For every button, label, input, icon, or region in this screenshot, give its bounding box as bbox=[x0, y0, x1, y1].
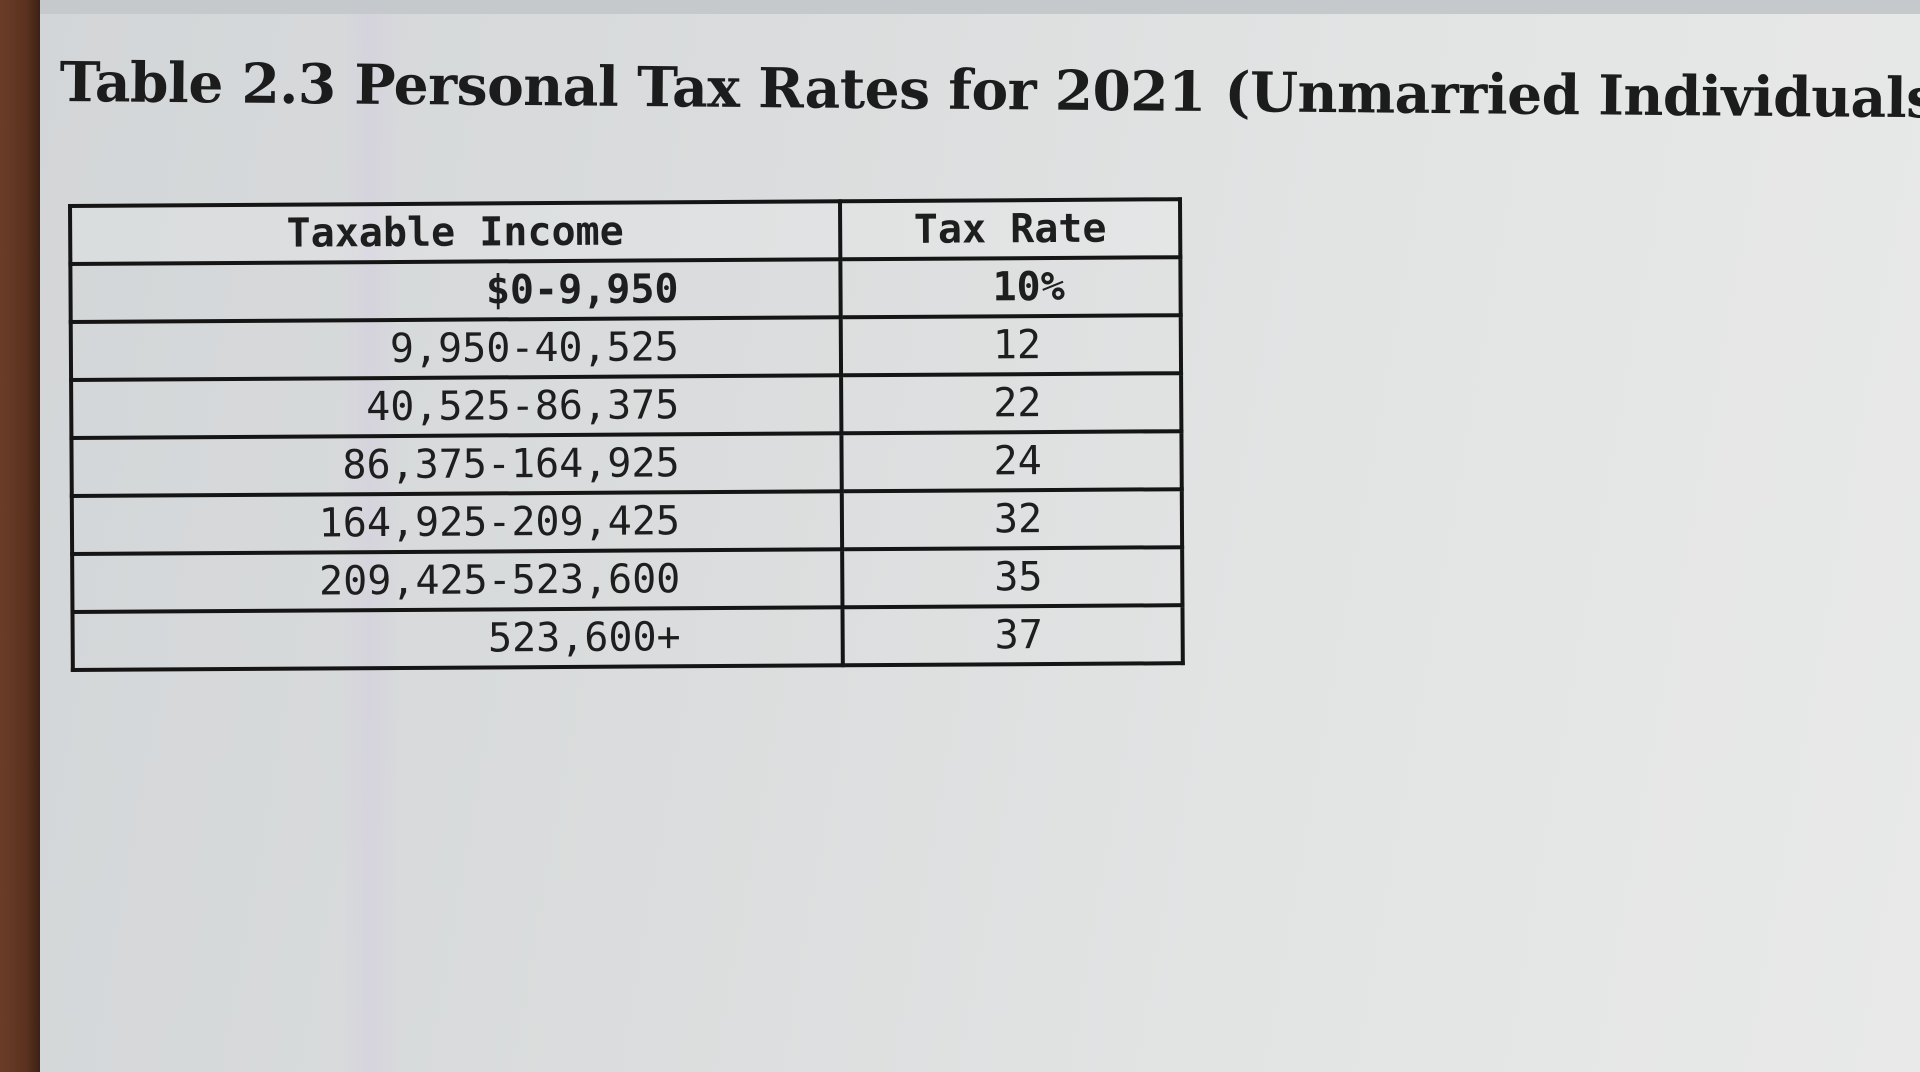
tax-rate-cell: 37 bbox=[842, 605, 1183, 666]
taxable-income-cell: 40,525-86,375 bbox=[71, 375, 842, 438]
screen: Table 2.3 Personal Tax Rates for 2021 (U… bbox=[40, 0, 1920, 1072]
taxable-income-cell: $0-9,950 bbox=[70, 259, 841, 322]
table-row: 209,425-523,600 35 bbox=[72, 547, 1183, 612]
column-header-taxable-income: Taxable Income bbox=[70, 201, 841, 264]
table-row: 164,925-209,425 32 bbox=[71, 489, 1183, 554]
tax-rate-cell: 32 bbox=[841, 489, 1183, 550]
tax-rate-cell: 10% bbox=[840, 257, 1181, 318]
taxable-income-cell: 209,425-523,600 bbox=[72, 549, 843, 612]
table-row: 40,525-86,375 22 bbox=[71, 373, 1182, 438]
taxable-income-cell: 164,925-209,425 bbox=[71, 491, 843, 554]
table-row: 523,600+ 37 bbox=[72, 605, 1183, 670]
taxable-income-cell: 523,600+ bbox=[72, 607, 843, 670]
taxable-income-cell: 9,950-40,525 bbox=[70, 317, 842, 380]
tax-rate-cell: 12 bbox=[840, 315, 1182, 376]
page-title: Table 2.3 Personal Tax Rates for 2021 (U… bbox=[59, 49, 1920, 131]
table-row: 9,950-40,525 12 bbox=[70, 315, 1182, 380]
table-row: $0-9,950 10% bbox=[70, 257, 1181, 322]
table-row: 86,375-164,925 24 bbox=[71, 431, 1182, 496]
column-header-tax-rate: Tax Rate bbox=[839, 199, 1181, 260]
table-header-row: Taxable Income Tax Rate bbox=[70, 199, 1181, 264]
tax-rates-table: Taxable Income Tax Rate $0-9,950 10% 9,9… bbox=[68, 197, 1185, 672]
tax-rate-cell: 22 bbox=[841, 373, 1182, 434]
tax-rate-cell: 35 bbox=[842, 547, 1183, 608]
tax-rate-cell: 24 bbox=[841, 431, 1182, 492]
taxable-income-cell: 86,375-164,925 bbox=[71, 433, 842, 496]
